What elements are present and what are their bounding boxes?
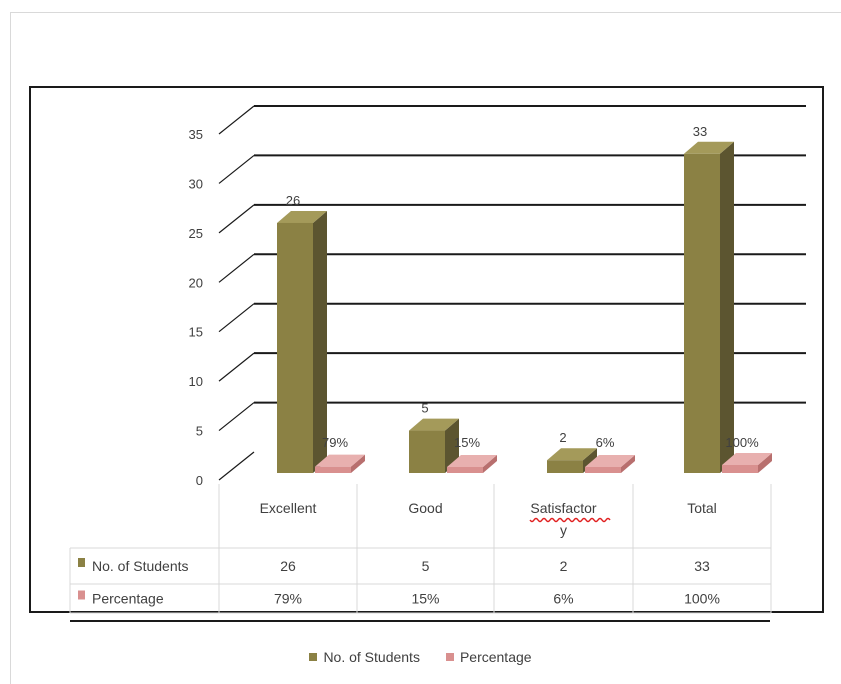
legend: No. of Students Percentage: [0, 646, 841, 668]
bar-students-side-0: [313, 210, 327, 473]
data-label-percent-0: 79%: [322, 435, 348, 450]
gridline-diagonal-25: [218, 204, 255, 234]
data-label-students-2: 2: [559, 430, 566, 445]
bar-students-side-1: [445, 418, 459, 473]
table-underline: [70, 620, 770, 622]
bar-students-top-1: [409, 418, 459, 431]
data-table: [69, 484, 772, 614]
bar-percent-top-0: [315, 454, 365, 467]
gridline-diagonal-10: [218, 352, 255, 382]
legend-item-students: No. of Students: [309, 649, 420, 665]
data-label-students-0: 26: [286, 193, 300, 208]
table-row-swatch-1: [78, 590, 85, 600]
table-row-label-1: Percentage: [92, 591, 164, 607]
x-tick-label-1: Good: [408, 500, 442, 516]
bar-percent-top-2: [585, 455, 635, 467]
bar-students-0: [277, 222, 313, 473]
bar-percent-0: [315, 466, 351, 473]
table-cell-1-3: 100%: [684, 591, 720, 607]
table-cell-1-1: 15%: [411, 591, 439, 607]
data-label-percent-2: 6%: [596, 435, 615, 450]
bar-percent-1: [447, 467, 483, 473]
gridline-diagonal-0: [218, 451, 255, 481]
bar-percent-side-3: [758, 453, 772, 473]
bar-students-3: [684, 153, 720, 473]
legend-swatch-percentage: [445, 653, 454, 661]
y-tick-label-15: 15: [189, 325, 203, 340]
x-tick-label-2-line2: y: [560, 522, 567, 538]
y-tick-label-0: 0: [196, 473, 203, 488]
y-tick-label-10: 10: [189, 374, 203, 389]
bar-percent-top-3: [722, 453, 772, 465]
gridline-diagonal-5: [218, 402, 255, 432]
data-label-students-1: 5: [421, 401, 428, 416]
table-cell-0-3: 33: [694, 558, 710, 574]
bar-students-2: [547, 460, 583, 473]
bar-percent-side-0: [351, 454, 365, 473]
data-label-percent-3: 100%: [725, 435, 759, 450]
spellcheck-squiggle: [529, 517, 611, 523]
y-tick-label-25: 25: [189, 226, 203, 241]
gridline-diagonal-15: [218, 303, 255, 333]
frame-top-border: [10, 12, 841, 13]
legend-label-percentage: Percentage: [459, 649, 532, 665]
legend-label-students: No. of Students: [323, 649, 420, 665]
bar-percent-top-1: [447, 455, 497, 467]
bar-students-1: [409, 430, 445, 473]
y-tick-label-35: 35: [189, 127, 203, 142]
bar-percent-2: [585, 467, 621, 473]
legend-swatch-students: [309, 653, 318, 661]
table-cell-1-0: 79%: [274, 591, 302, 607]
bar-students-top-3: [684, 141, 734, 154]
table-cell-0-2: 2: [560, 558, 568, 574]
gridline-diagonal-30: [218, 154, 255, 184]
table-cell-1-2: 6%: [553, 591, 573, 607]
legend-item-percentage: Percentage: [445, 649, 532, 665]
data-label-students-3: 33: [693, 124, 707, 139]
bar-students-top-0: [277, 210, 327, 223]
table-cell-0-0: 26: [280, 558, 296, 574]
y-tick-label-20: 20: [189, 275, 203, 290]
bar-students-top-2: [547, 448, 597, 461]
gridline-diagonal-20: [218, 253, 255, 283]
x-tick-label-3: Total: [687, 500, 717, 516]
table-row-swatch-0: [78, 558, 85, 567]
table-cell-0-1: 5: [422, 558, 430, 574]
x-tick-label-0: Excellent: [260, 500, 317, 516]
bar-percent-side-2: [621, 455, 635, 473]
frame-left-border: [10, 12, 11, 684]
y-tick-label-5: 5: [196, 424, 203, 439]
x-tick-label-2: Satisfactor: [530, 500, 596, 516]
plot-area-border: [29, 86, 824, 613]
bar-percent-side-1: [483, 455, 497, 473]
bar-students-side-3: [720, 141, 734, 473]
gridline-diagonal-35: [218, 105, 255, 135]
table-row-label-0: No. of Students: [92, 558, 189, 574]
data-label-percent-1: 15%: [454, 435, 480, 450]
bar-percent-3: [722, 465, 758, 473]
y-tick-label-30: 30: [189, 176, 203, 191]
